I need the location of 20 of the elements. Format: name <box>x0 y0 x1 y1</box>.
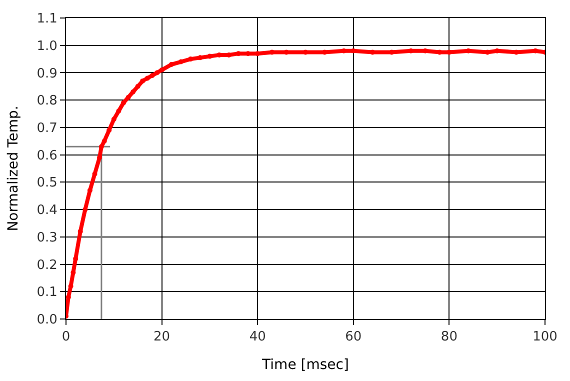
x-tick-label: 20 <box>154 330 170 345</box>
y-tick-label: 0.2 <box>36 258 58 273</box>
y-tick-label: 0.0 <box>36 312 58 328</box>
y-tick-label: 0.1 <box>36 285 58 300</box>
y-tick-label: 1.1 <box>36 12 58 27</box>
y-tick-label: 1.0 <box>36 38 58 54</box>
x-tick-label: 80 <box>440 330 458 345</box>
y-tick-label: 0.8 <box>36 94 58 109</box>
x-tick-label: 40 <box>249 330 266 345</box>
y-axis-title: Normalized Temp. <box>5 106 22 232</box>
x-tick-label: 60 <box>345 330 362 345</box>
y-tick-label: 0.7 <box>36 121 58 136</box>
y-tick-label: 0.6 <box>36 148 58 164</box>
y-tick-label: 0.9 <box>36 66 58 82</box>
x-tick-label: 100 <box>532 330 558 345</box>
y-tick-label: 0.5 <box>36 176 58 191</box>
y-tick-label: 0.3 <box>36 230 58 246</box>
x-tick-label: 0 <box>62 330 70 345</box>
x-axis-title: Time [msec] <box>261 356 349 373</box>
y-tick-label: 0.4 <box>36 203 58 218</box>
